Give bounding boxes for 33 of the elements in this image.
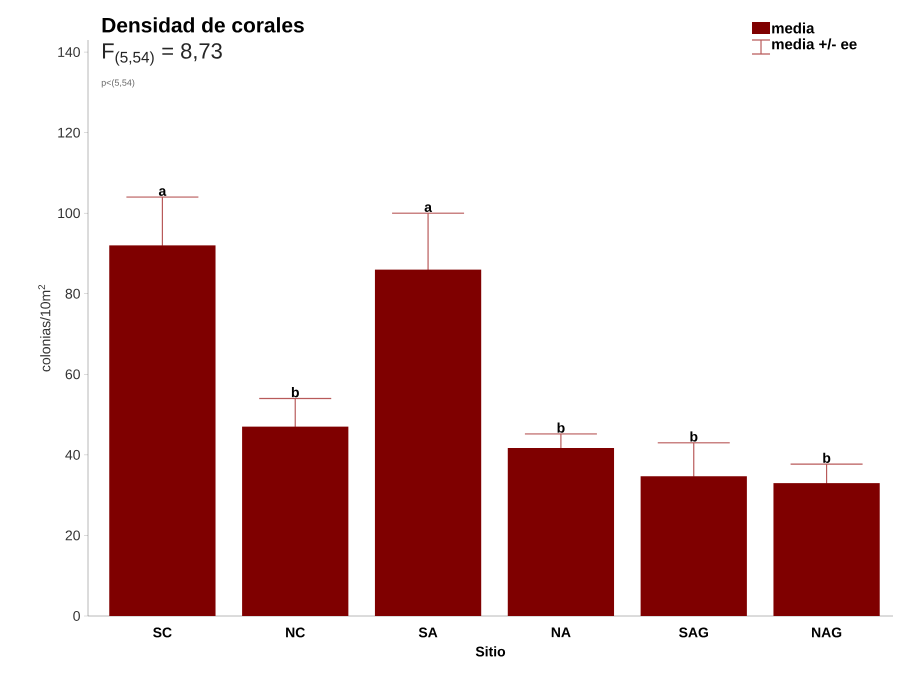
y-tick-label: 140 [58, 47, 80, 58]
y-tick-label: 40 [65, 450, 80, 460]
x-tick-label: SC [153, 628, 172, 638]
x-axis-title: Sitio [476, 646, 506, 656]
x-tick-label: SA [418, 628, 438, 638]
annotation: media +/- ee [772, 38, 857, 50]
annotation: b [823, 452, 830, 463]
bar [773, 483, 880, 616]
y-tick-label: 80 [66, 288, 80, 299]
bar [508, 448, 614, 616]
y-tick-label: 120 [58, 128, 80, 138]
y-axis-title: colonias/10m$^{2}$ [38, 284, 50, 372]
chart-subtitle: F$_{(5,54)}$ = 8,73 [103, 43, 222, 66]
annotation: b [292, 387, 299, 398]
annotation: a [158, 188, 166, 196]
y-tick-label: 0 [73, 611, 80, 621]
x-tick-label: NA [552, 628, 571, 638]
annotation: p<(5,54) [102, 79, 134, 88]
legend-label: media [772, 22, 814, 34]
bar [374, 270, 482, 616]
bar [109, 245, 216, 616]
x-tick-label: NAG [812, 628, 842, 638]
x-tick-label: NC [286, 628, 305, 638]
bar [242, 426, 348, 616]
bar [640, 476, 747, 616]
annotation: b [690, 431, 698, 442]
x-tick-label: SAG [679, 628, 708, 638]
y-tick-label: 60 [66, 369, 80, 380]
y-tick-label: 20 [66, 530, 80, 540]
y-tick-label: 100 [58, 208, 80, 218]
annotation: b [558, 422, 565, 433]
chart-title: Densidad de corales [102, 17, 304, 33]
annotation: a [424, 204, 432, 212]
